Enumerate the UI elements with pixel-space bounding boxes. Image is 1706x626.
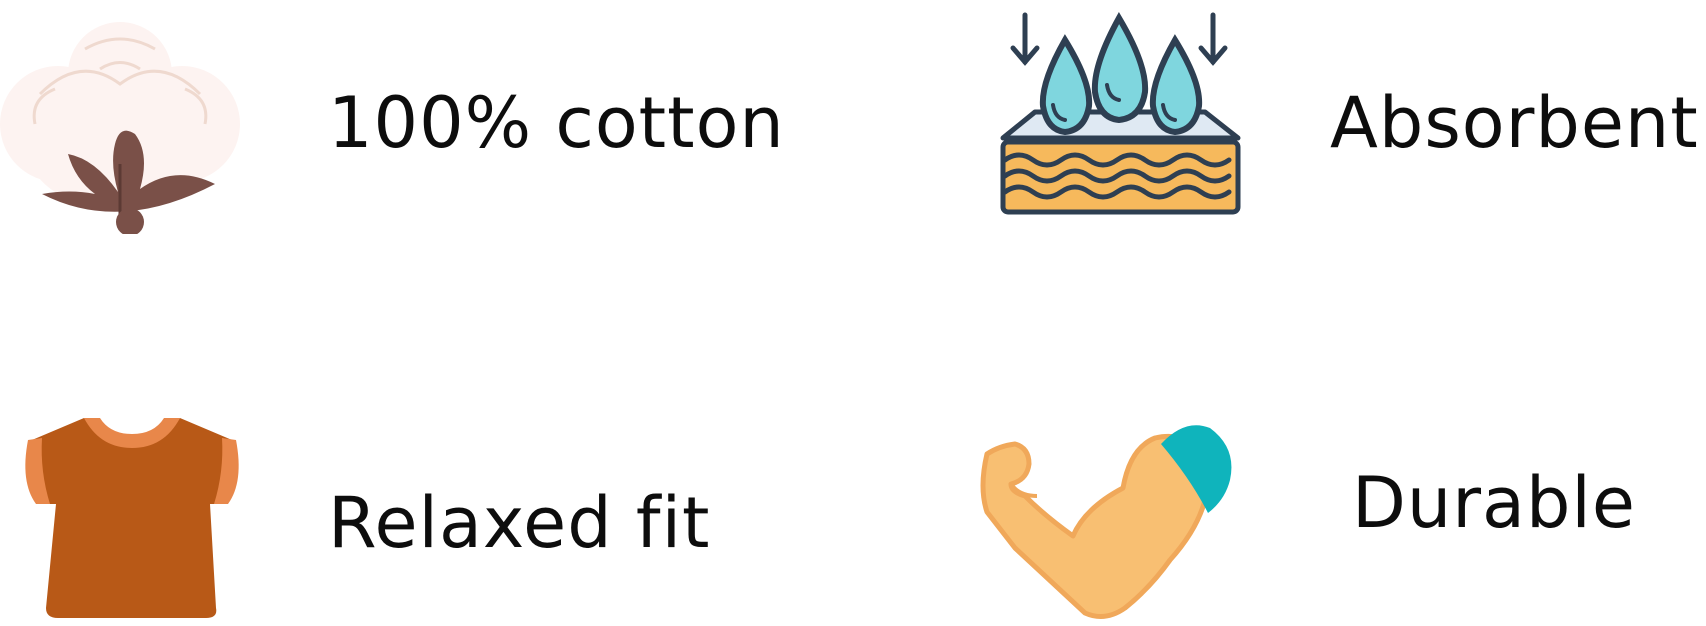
cotton-boll-icon [0,14,245,236]
absorbent-layers-icon [995,10,1250,220]
feature-label: 100% cotton [328,82,785,164]
feature-label: Relaxed fit [328,482,711,564]
tshirt-icon [14,412,249,622]
feature-label: Durable [1352,462,1636,544]
flexed-arm-icon [975,408,1260,622]
feature-label: Absorbent [1330,82,1699,164]
